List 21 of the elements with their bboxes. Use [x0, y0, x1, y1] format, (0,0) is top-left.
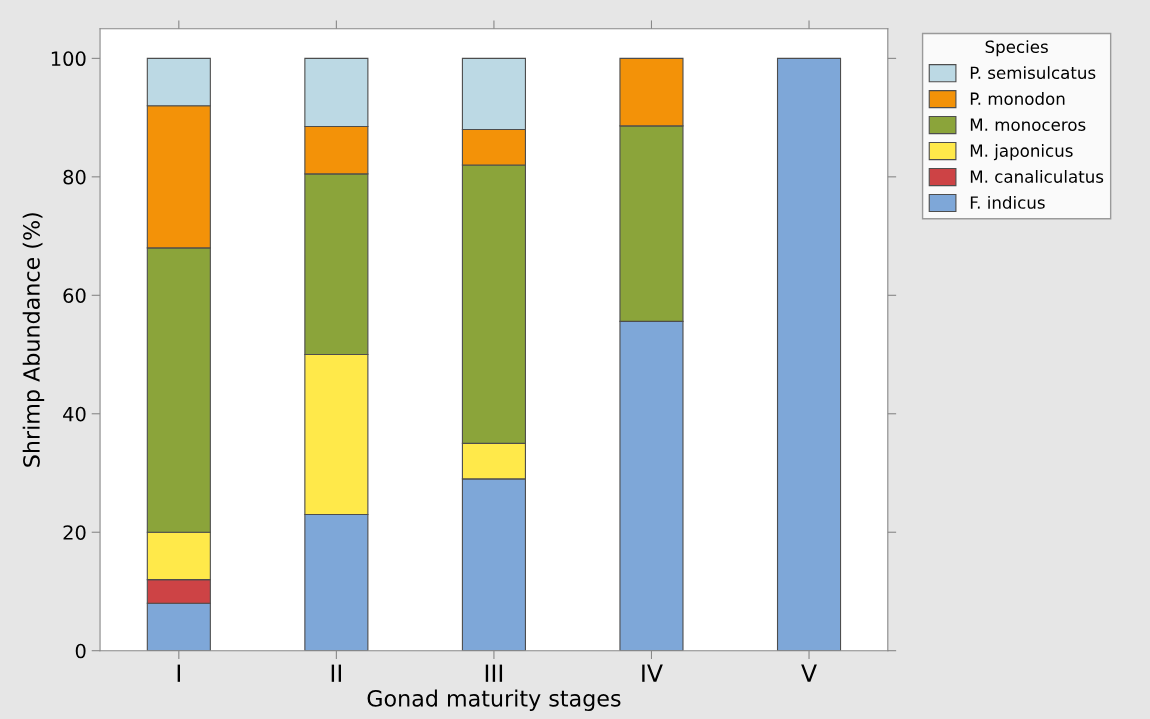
x-tick-label: V: [801, 664, 817, 682]
legend-label: M. canaliculatus: [970, 170, 1104, 183]
legend-label: P. monodon: [970, 92, 1065, 105]
y-tick-label: 20: [63, 525, 86, 540]
legend-label: P. semisulcatus: [970, 66, 1096, 80]
x-tick-label: I: [177, 664, 180, 682]
x-axis-title: Gonad maturity stages: [367, 689, 621, 712]
y-tick-label: 60: [63, 288, 86, 303]
legend-label: M. monoceros: [970, 118, 1086, 131]
y-axis-title: Shrimp Abundance (%): [22, 213, 45, 467]
legend-label: F. indicus: [970, 195, 1045, 209]
bar: [776, 57, 842, 651]
y-tick-label: 100: [51, 51, 86, 67]
y-tick-label: 40: [63, 406, 86, 422]
x-tick-label: IV: [642, 664, 663, 682]
y-tick-label: 80: [63, 169, 86, 185]
legend-label: M. japonicus: [970, 144, 1073, 161]
y-tick-label: 0: [75, 643, 86, 659]
legend-title: Species: [985, 40, 1048, 57]
x-tick-label: III: [485, 664, 503, 682]
x-tick-label: II: [331, 664, 342, 682]
